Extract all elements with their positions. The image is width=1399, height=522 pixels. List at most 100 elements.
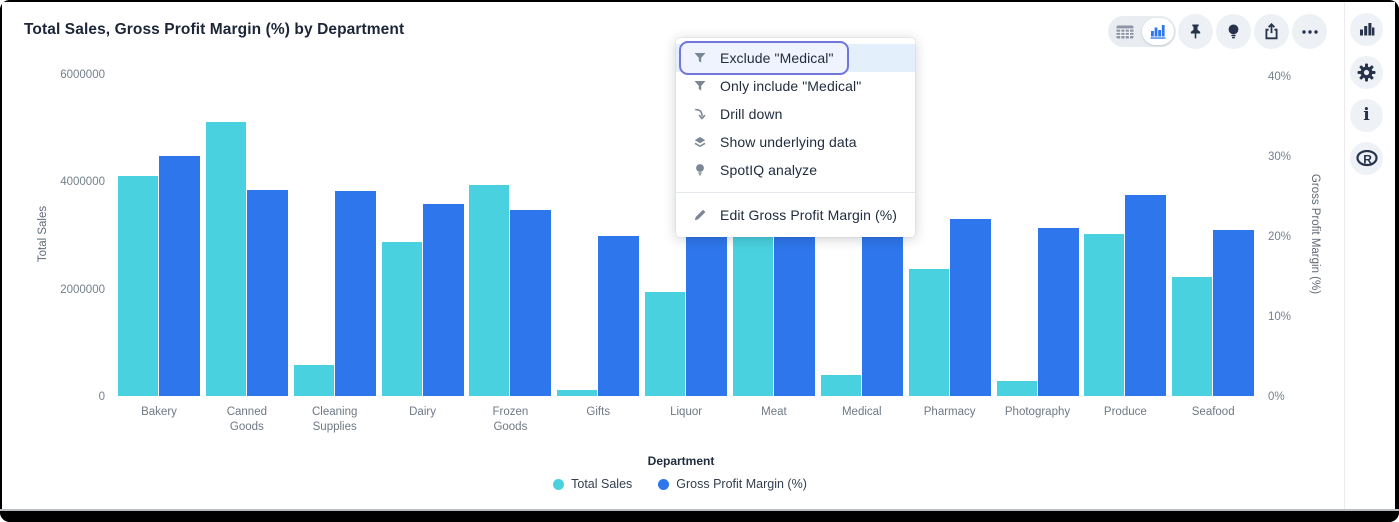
menu-item-exclude-medical[interactable]: Exclude "Medical" <box>676 41 915 75</box>
left-axis-tick: 4000000 <box>60 176 105 189</box>
x-tick-label: Liquor <box>670 406 703 418</box>
x-tick-label: Gifts <box>586 406 611 418</box>
bar-gross-profit-margin-frozen-goods[interactable] <box>509 209 553 397</box>
share-icon <box>1265 23 1278 40</box>
view-toggle[interactable] <box>1108 16 1176 47</box>
bar-gross-profit-margin-canned-goods[interactable] <box>245 189 289 397</box>
filter-icon <box>692 50 708 66</box>
bar-total-sales-seafood[interactable] <box>1171 276 1214 397</box>
bar-total-sales-dairy[interactable] <box>380 240 423 397</box>
legend-dot <box>553 478 565 490</box>
x-tick-label: Cleaning Supplies <box>311 406 358 433</box>
bar-chart-icon <box>1359 23 1374 36</box>
right-axis-tick: 20% <box>1268 231 1292 243</box>
svg-text:R: R <box>1363 153 1372 167</box>
bar-gross-profit-margin-seafood[interactable] <box>1212 229 1256 397</box>
bar-total-sales-pharmacy[interactable] <box>907 268 950 397</box>
bar-gross-profit-margin-bakery[interactable] <box>158 155 201 397</box>
bar-gross-profit-margin-meat[interactable] <box>772 229 816 397</box>
legend-dot <box>658 478 670 490</box>
share-button[interactable] <box>1254 14 1289 49</box>
table-view-button[interactable] <box>1108 16 1142 47</box>
x-tick-label: Frozen Goods <box>492 406 529 433</box>
menu-item-label: Drill down <box>720 106 783 122</box>
lightbulb-icon <box>1228 24 1239 39</box>
pin-icon <box>1190 24 1201 39</box>
rail-info-button[interactable]: i <box>1350 99 1383 132</box>
x-tick-label: Canned Goods <box>226 406 267 433</box>
left-axis-tick: 2000000 <box>60 283 105 296</box>
menu-item-only-include-medical[interactable]: Only include "Medical" <box>676 72 915 100</box>
bar-total-sales-meat[interactable] <box>731 229 774 397</box>
x-tick-label: Bakery <box>141 406 177 418</box>
bar-total-sales-cleaning-supplies[interactable] <box>292 364 335 397</box>
spotiq-bulb-button[interactable] <box>1216 14 1251 49</box>
bar-total-sales-photography[interactable] <box>995 379 1038 397</box>
left-axis-tick: 0 <box>98 391 105 403</box>
legend-item[interactable]: Total Sales <box>553 477 632 491</box>
bar-total-sales-gifts[interactable] <box>556 388 599 397</box>
legend-label: Total Sales <box>571 477 633 491</box>
right-axis-tick: 10% <box>1268 311 1292 323</box>
rail-r-analysis-button[interactable]: R <box>1350 142 1383 175</box>
filter-icon <box>692 78 708 94</box>
bar-chart-icon <box>1150 25 1165 39</box>
x-tick-label: Seafood <box>1191 406 1235 418</box>
context-menu: Exclude "Medical" Only include "Medical" D… <box>676 38 915 237</box>
chart-title: Total Sales, Gross Profit Margin (%) by … <box>24 21 405 38</box>
bar-gross-profit-margin-photography[interactable] <box>1036 226 1080 397</box>
bar-total-sales-canned-goods[interactable] <box>204 121 247 397</box>
bar-total-sales-produce[interactable] <box>1083 232 1126 397</box>
right-axis-tick: 0% <box>1268 391 1285 403</box>
menu-item-focus-ring <box>679 41 849 75</box>
bar-gross-profit-margin-liquor[interactable] <box>685 229 729 397</box>
x-tick-label: Dairy <box>409 406 436 418</box>
chart-view-button[interactable] <box>1142 18 1174 45</box>
menu-item-label: Edit Gross Profit Margin (%) <box>720 207 898 223</box>
rail-settings-button[interactable] <box>1350 56 1383 89</box>
drill-down-icon <box>692 106 708 122</box>
right-axis-tick: 40% <box>1268 71 1292 83</box>
menu-item-label: Show underlying data <box>720 134 857 150</box>
gear-icon <box>1357 63 1376 82</box>
x-axis-title: Department <box>647 454 715 468</box>
menu-divider <box>676 192 915 193</box>
right-axis-tick: 30% <box>1268 151 1292 163</box>
menu-item-edit-gross-profit-margin[interactable]: Edit Gross Profit Margin (%) <box>676 201 915 229</box>
menu-item-label: SpotIQ analyze <box>720 162 818 178</box>
bar-gross-profit-margin-dairy[interactable] <box>421 202 465 397</box>
bar-gross-profit-margin-pharmacy[interactable] <box>948 217 992 397</box>
legend-label: Gross Profit Margin (%) <box>676 477 807 491</box>
menu-item-show-underlying-data[interactable]: Show underlying data <box>676 128 915 156</box>
x-tick-label: Pharmacy <box>923 406 976 418</box>
chart-legend: Total Sales Gross Profit Margin (%) <box>0 477 1360 491</box>
more-options-button[interactable] <box>1292 14 1327 49</box>
x-tick-label: Medical <box>841 406 882 418</box>
menu-item-label: Exclude "Medical" <box>720 50 834 66</box>
x-tick-label: Photography <box>1004 406 1071 418</box>
menu-item-spotiq-analyze[interactable]: SpotIQ analyze <box>676 156 915 184</box>
left-axis-tick: 6000000 <box>60 68 105 81</box>
bar-gross-profit-margin-gifts[interactable] <box>597 234 641 397</box>
rail-chart-config-button[interactable] <box>1350 13 1383 46</box>
bar-total-sales-liquor[interactable] <box>644 290 687 397</box>
menu-item-drill-down[interactable]: Drill down <box>676 100 915 128</box>
bar-gross-profit-margin-cleaning-supplies[interactable] <box>333 189 377 397</box>
ellipsis-icon <box>1301 29 1318 34</box>
left-axis-title: Total Sales <box>37 205 49 263</box>
spotiq-icon <box>692 162 708 178</box>
pin-button[interactable] <box>1178 14 1213 49</box>
edit-icon <box>692 207 708 223</box>
bar-gross-profit-margin-produce[interactable] <box>1124 193 1168 397</box>
bar-total-sales-bakery[interactable] <box>117 174 159 397</box>
menu-item-label: Only include "Medical" <box>720 78 862 94</box>
right-axis-title: Gross Profit Margin (%) <box>1309 173 1321 295</box>
rail-divider <box>1344 0 1345 510</box>
bar-gross-profit-margin-medical[interactable] <box>860 229 904 397</box>
bar-total-sales-frozen-goods[interactable] <box>468 183 511 397</box>
legend-item[interactable]: Gross Profit Margin (%) <box>658 477 807 491</box>
bar-total-sales-medical[interactable] <box>819 373 862 397</box>
table-icon <box>1116 25 1134 38</box>
